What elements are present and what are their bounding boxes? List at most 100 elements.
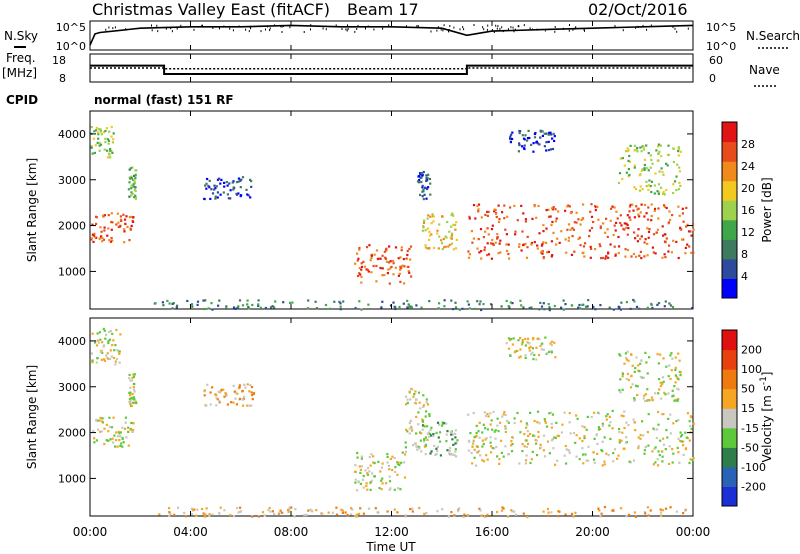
colorbar-tick-label: -200	[741, 480, 766, 493]
heatmap-cell	[438, 302, 441, 305]
heatmap-cell	[126, 225, 129, 228]
heatmap-cell	[205, 182, 208, 185]
heatmap-cell	[553, 341, 556, 344]
heatmap-cell	[557, 510, 560, 513]
heatmap-cell	[519, 336, 522, 340]
heatmap-cell	[132, 382, 135, 386]
heatmap-cell	[599, 245, 602, 248]
heatmap-cell	[535, 439, 538, 442]
heatmap-cell	[611, 205, 614, 208]
noise-spike	[508, 28, 509, 31]
heatmap-cell	[527, 337, 530, 340]
heatmap-cell	[425, 512, 428, 515]
colorbar-segment	[722, 278, 737, 299]
heatmap-cell	[392, 273, 395, 276]
noise-spike	[269, 27, 271, 30]
heatmap-cell	[422, 198, 425, 201]
heatmap-cell	[375, 280, 378, 283]
heatmap-cell	[590, 226, 594, 230]
heatmap-cell	[689, 415, 692, 418]
heatmap-cell	[518, 243, 521, 246]
heatmap-cell	[236, 392, 239, 395]
heatmap-cell	[664, 300, 667, 303]
heatmap-cell	[101, 417, 104, 420]
heatmap-cell	[583, 255, 586, 258]
heatmap-cell	[303, 513, 306, 517]
heatmap-cell	[129, 386, 132, 389]
heatmap-cell	[424, 453, 427, 456]
heatmap-cell	[504, 425, 507, 428]
heatmap-cell	[640, 203, 643, 206]
heatmap-cell	[652, 233, 656, 236]
heatmap-cell	[90, 352, 93, 355]
noise-spike	[335, 24, 337, 27]
heatmap-cell	[658, 378, 661, 381]
heatmap-cell	[669, 506, 672, 509]
heatmap-cell	[448, 452, 451, 455]
heatmap-cell	[98, 141, 101, 144]
heatmap-cell	[492, 410, 495, 413]
heatmap-cell	[360, 457, 363, 460]
heatmap-cell	[128, 181, 131, 184]
heatmap-cell	[399, 256, 402, 259]
heatmap-cell	[496, 237, 499, 240]
heatmap-cell	[106, 156, 109, 159]
heatmap-cell	[551, 220, 554, 224]
heatmap-cell	[676, 163, 679, 166]
heatmap-cell	[130, 396, 133, 400]
heatmap-cell	[533, 241, 536, 244]
heatmap-cell	[267, 508, 270, 511]
heatmap-cell	[535, 140, 538, 143]
heatmap-cell	[468, 307, 471, 310]
heatmap-cell	[130, 187, 133, 190]
heatmap-cell	[108, 416, 111, 419]
heatmap-cell	[640, 257, 643, 260]
heatmap-cell	[556, 237, 559, 240]
heatmap-cell	[638, 215, 641, 218]
heatmap-cell	[356, 274, 360, 278]
heatmap-cell	[489, 436, 492, 439]
heatmap-cell	[529, 461, 532, 465]
heatmap-cell	[554, 436, 557, 440]
heatmap-cell	[92, 137, 95, 140]
heatmap-cell	[241, 390, 244, 393]
heatmap-cell	[619, 391, 622, 394]
heatmap-cell	[405, 257, 408, 260]
heatmap-cell	[480, 250, 483, 253]
y-tick-label: 1000	[58, 265, 86, 278]
heatmap-cell	[404, 453, 407, 456]
heatmap-cell	[263, 514, 266, 517]
noise-tick-right-bottom: 10^0	[706, 40, 736, 53]
heatmap-cell	[548, 131, 551, 134]
heatmap-cell	[625, 150, 628, 153]
heatmap-cell	[446, 430, 449, 433]
heatmap-cell	[438, 440, 442, 443]
heatmap-cell	[614, 229, 617, 232]
heatmap-cell	[691, 223, 695, 226]
heatmap-cell	[114, 344, 117, 347]
heatmap-cell	[191, 507, 194, 510]
heatmap-cell	[535, 358, 538, 361]
heatmap-cell	[677, 398, 680, 401]
heatmap-cell	[247, 307, 251, 310]
heatmap-cell	[440, 242, 444, 245]
heatmap-cell	[388, 475, 391, 478]
heatmap-cell	[450, 213, 453, 217]
heatmap-cell	[484, 515, 487, 518]
heatmap-cell	[486, 242, 489, 245]
heatmap-cell	[627, 424, 630, 427]
colorbar-segment	[722, 330, 737, 351]
heatmap-cell	[371, 472, 374, 475]
heatmap-cell	[567, 239, 570, 242]
heatmap-cell	[471, 445, 474, 448]
heatmap-cell	[606, 235, 609, 238]
heatmap-cell	[635, 205, 638, 208]
heatmap-cell	[377, 460, 380, 463]
noise-spike	[514, 28, 516, 31]
heatmap-cell	[665, 237, 668, 240]
heatmap-cell	[129, 394, 132, 397]
heatmap-cell	[517, 150, 520, 153]
heatmap-cell	[644, 445, 647, 448]
heatmap-cell	[518, 142, 521, 145]
heatmap-cell	[203, 389, 206, 392]
